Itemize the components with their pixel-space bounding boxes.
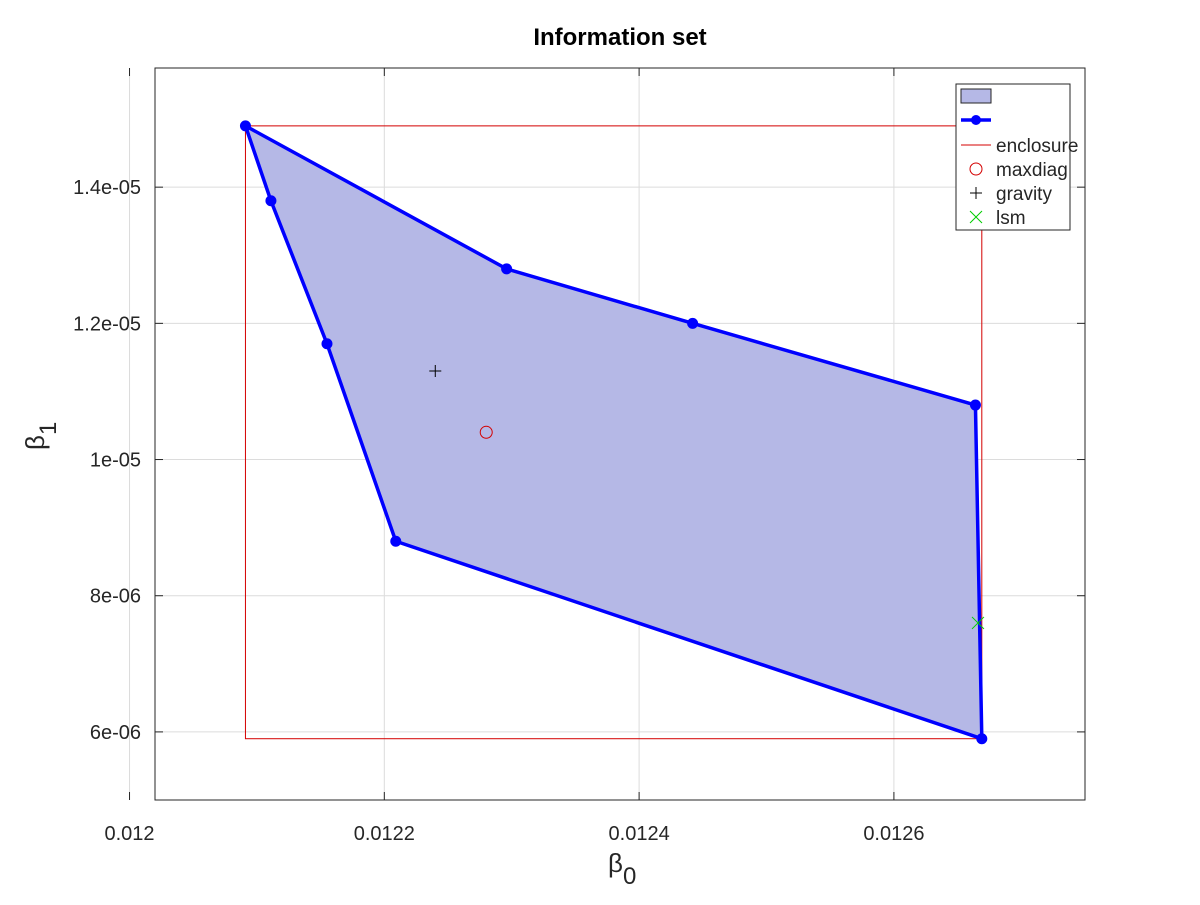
legend-label-gravity: gravity [996, 184, 1052, 205]
vertex-marker-6 [321, 338, 333, 350]
y-tick-label: 1.2e-05 [73, 313, 141, 335]
y-axis-label: β1 [20, 422, 62, 450]
x-tick-label: 0.0122 [354, 823, 415, 845]
legend-label-maxdiag: maxdiag [996, 160, 1068, 181]
y-tick-label: 1e-05 [90, 450, 141, 472]
vertex-marker-4 [976, 733, 988, 745]
x-axis-label-symbol: β [608, 848, 623, 878]
enclosure-rectangle [244, 125, 983, 740]
y-tick-label: 8e-06 [90, 586, 141, 608]
axes-frame [154, 67, 1086, 801]
vertex-marker-3 [969, 399, 981, 411]
chart-title: Information set [533, 24, 706, 51]
x-axis-label: β0 [608, 848, 636, 890]
legend-label-enclosure: enclosure [996, 136, 1078, 157]
information-set-polygon [245, 125, 982, 739]
axes-layer: 0.012 0.0122 0.0124 0.0126 6e-06 8e-06 1e-05 1.… [20, 67, 1086, 890]
vertex-marker-5 [390, 535, 402, 547]
vertex-marker-0 [239, 120, 251, 132]
data-layer [239, 120, 988, 745]
gravity-marker [429, 365, 442, 378]
legend-swatch-polygon [960, 88, 992, 104]
y-axis-label-symbol: β [20, 435, 50, 450]
x-tick-label: 0.012 [104, 823, 154, 845]
lsm-marker [971, 616, 985, 630]
legend-box [955, 83, 1071, 231]
legend-swatch-maxdiag [969, 162, 983, 176]
y-tick-label: 6e-06 [90, 722, 141, 744]
y-axis-label-subscript: 1 [35, 422, 62, 435]
maxdiag-marker [479, 425, 493, 439]
legend: enclosure maxdiag gravity lsm [955, 83, 1078, 231]
x-tick-label: 0.0126 [863, 823, 924, 845]
vertex-marker-2 [687, 317, 699, 329]
legend-swatch-boundary-marker [971, 115, 981, 125]
vertex-marker-1 [501, 263, 513, 275]
legend-label-lsm: lsm [996, 208, 1026, 229]
y-tick-label: 1.4e-05 [73, 177, 141, 199]
legend-swatch-gravity [970, 187, 982, 199]
x-tick-label: 0.0124 [609, 823, 670, 845]
x-axis-label-subscript: 0 [623, 863, 636, 890]
legend-swatch-lsm [969, 210, 983, 224]
vertex-marker-7 [265, 195, 277, 207]
